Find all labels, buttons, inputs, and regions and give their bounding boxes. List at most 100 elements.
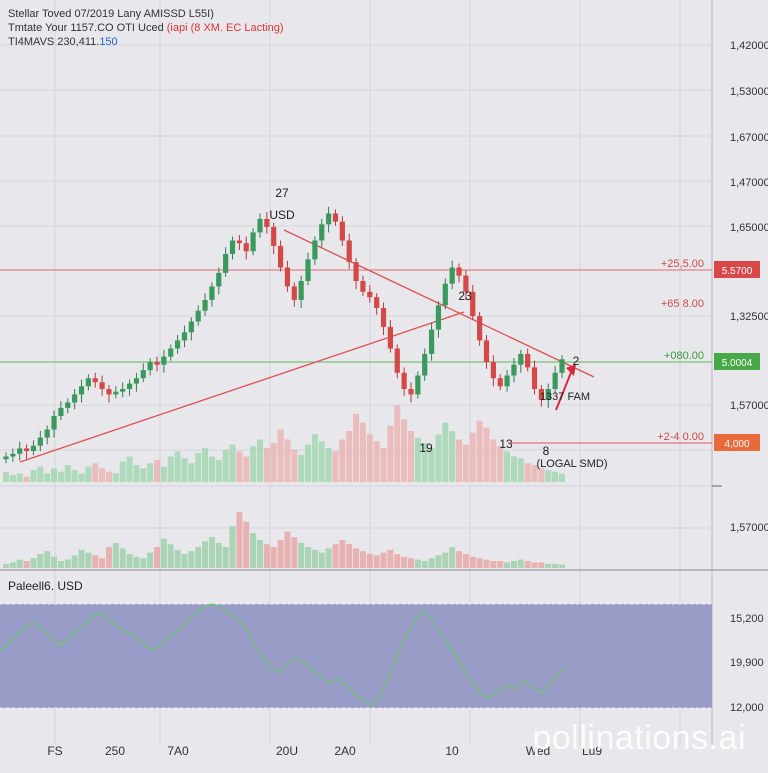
volume-bar [524, 463, 531, 482]
volume-bar [366, 434, 373, 482]
volume-bar [270, 442, 277, 482]
candle-body [168, 348, 174, 357]
volume-bar [167, 456, 174, 482]
volume-bar [222, 449, 229, 482]
candle [456, 263, 462, 283]
volume-bar-lower [263, 544, 270, 568]
candle [525, 348, 531, 372]
time-axis-label: 250 [105, 744, 125, 758]
candle [37, 430, 43, 452]
volume-bar [559, 473, 565, 482]
volume-bar [78, 473, 85, 482]
annotation-label: USD [269, 208, 295, 222]
candle [483, 335, 490, 369]
candle-body [449, 267, 455, 284]
candle-body [126, 383, 133, 389]
candle-body [72, 394, 78, 403]
volume-bar-lower [243, 521, 250, 568]
oscillator-axis-label: 15,200 [730, 613, 764, 625]
candle-body [408, 389, 414, 395]
volume-bar [140, 468, 147, 482]
candle-body [518, 353, 524, 365]
volume-bar-lower [119, 548, 126, 568]
volume-bar-lower [167, 544, 174, 568]
candle [175, 335, 181, 354]
candle [442, 278, 448, 310]
volume-bar [339, 439, 346, 482]
candle [181, 325, 188, 348]
candle-body [552, 372, 558, 389]
candle-body [456, 267, 462, 276]
candle-body [312, 240, 318, 260]
volume-bar [71, 470, 78, 482]
candle [229, 236, 236, 260]
candle-body [216, 272, 222, 287]
volume-bar [9, 475, 16, 482]
volume-bar-lower [284, 531, 291, 568]
candle [126, 379, 133, 396]
candle [188, 317, 194, 341]
volume-bar-lower [229, 526, 236, 568]
volume-bar-lower [222, 547, 229, 568]
volume-bar-lower [37, 554, 44, 568]
volume-bar [57, 471, 64, 482]
candle-body [209, 286, 215, 300]
volume-bar-lower [462, 554, 469, 568]
candle-body [99, 382, 105, 389]
volume-bar [105, 471, 112, 482]
candle-body [236, 240, 242, 244]
time-axis-label: 20U [276, 744, 298, 758]
candle [99, 375, 105, 396]
candle-body [477, 316, 483, 341]
candle [10, 448, 16, 462]
volume-bar-lower [510, 561, 517, 568]
candle [168, 344, 174, 361]
volume-bar-lower [16, 559, 23, 568]
candle [133, 372, 140, 392]
volume-bar-lower [23, 561, 30, 568]
volume-bar [456, 439, 463, 482]
candle-body [490, 362, 496, 379]
candle [435, 301, 442, 338]
volume-bar [483, 427, 490, 482]
level-label: +65 8.00 [661, 298, 704, 310]
candle-body [504, 375, 510, 387]
candle [44, 425, 50, 445]
volume-bar-lower [78, 549, 85, 568]
volume-bar-lower [414, 559, 421, 568]
volume-bar [435, 434, 442, 482]
candle-body [92, 378, 98, 383]
volume-bar-lower [92, 555, 99, 568]
volume-bar-lower [538, 562, 545, 568]
candle [367, 285, 373, 303]
candle-body [422, 353, 428, 376]
candle-body [346, 240, 352, 263]
oscillator-axis-label: 12,000 [730, 702, 764, 714]
candle [380, 302, 387, 335]
volume-bar-lower [359, 551, 366, 568]
candle [545, 383, 551, 408]
candle [223, 247, 229, 277]
volume-bar [256, 439, 263, 482]
candle-body [353, 262, 359, 281]
annotation-label: 27 [275, 186, 289, 200]
header-line-2-note: (iapi (8 XM. EC Lacting) [166, 22, 284, 34]
volume-bar [215, 459, 222, 482]
volume-bar-lower [30, 558, 37, 568]
volume-bar-lower [504, 562, 511, 568]
volume-bar [243, 456, 250, 482]
volume-bar-lower [140, 558, 147, 568]
volume-bar [181, 458, 188, 482]
annotation-label: 19 [419, 441, 433, 455]
candle-body [147, 362, 153, 371]
candle [161, 349, 167, 373]
volume-bar-lower [394, 554, 401, 568]
volume-bar [23, 476, 30, 482]
volume-bar-lower [387, 549, 394, 568]
candle [518, 349, 524, 373]
candle-body [78, 386, 85, 395]
candle-body [531, 367, 538, 389]
candle-body [223, 254, 229, 273]
candle [92, 372, 98, 388]
